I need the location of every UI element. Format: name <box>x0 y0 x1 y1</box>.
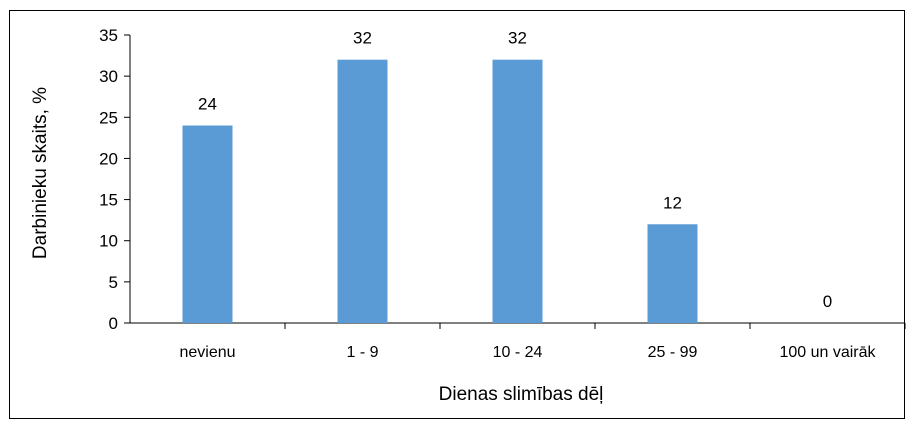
y-axis: 0 5 10 15 20 25 30 35 <box>99 26 131 333</box>
data-label: 24 <box>198 95 217 114</box>
bars <box>182 59 698 323</box>
x-tick-label: nevienu <box>179 344 235 361</box>
bar <box>647 224 698 323</box>
x-axis-title: Dienas slimības dēļ <box>439 384 604 405</box>
x-tick-label: 1 - 9 <box>346 344 378 361</box>
bar <box>492 59 543 323</box>
y-tick-label: 10 <box>99 232 118 251</box>
y-tick-label: 35 <box>99 26 118 45</box>
data-label: 32 <box>508 29 527 48</box>
data-labels: 24 32 32 12 0 <box>198 29 832 311</box>
y-tick-label: 30 <box>99 67 118 86</box>
chart-frame <box>9 10 905 419</box>
bar <box>337 59 388 323</box>
y-tick-label: 25 <box>99 108 118 127</box>
data-label: 12 <box>663 193 682 212</box>
data-label: 0 <box>823 292 832 311</box>
x-tick-label: 10 - 24 <box>493 344 543 361</box>
y-tick-label: 15 <box>99 191 118 210</box>
y-axis-title: Darbinieku skaits, % <box>30 87 51 259</box>
bar <box>182 125 233 323</box>
x-tick-label: 25 - 99 <box>648 344 698 361</box>
y-tick-label: 5 <box>109 273 118 292</box>
x-tick-label: 100 un vairāk <box>779 344 876 361</box>
y-tick-label: 0 <box>109 314 118 333</box>
data-label: 32 <box>353 29 372 48</box>
y-tick-label: 20 <box>99 149 118 168</box>
x-axis: nevienu 1 - 9 10 - 24 25 - 99 100 un vairāk <box>130 322 906 361</box>
